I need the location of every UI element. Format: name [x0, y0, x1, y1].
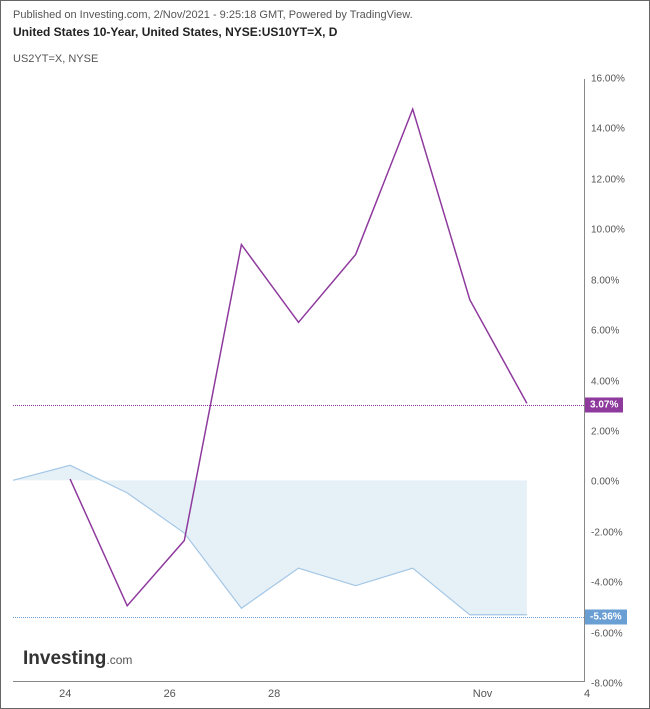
y-tick-label: 4.00%: [591, 376, 619, 387]
y-tick-label: 12.00%: [591, 174, 625, 185]
price-badge-US2YT: 3.07%: [585, 397, 623, 412]
y-tick-label: -2.00%: [591, 527, 623, 538]
y-tick-label: 16.00%: [591, 74, 625, 85]
investing-logo: Investing.com: [23, 648, 132, 670]
y-tick-label: 14.00%: [591, 124, 625, 135]
y-axis: -8.00%-6.00%-4.00%-2.00%0.00%2.00%4.00%6…: [585, 79, 649, 682]
chart-svg: [13, 79, 584, 681]
price-badge-US10YT: -5.36%: [585, 610, 627, 625]
price-line-US2YT: [13, 405, 584, 406]
x-tick-label: 28: [268, 688, 280, 700]
y-tick-label: -6.00%: [591, 628, 623, 639]
area-fill-US10YT: [13, 465, 527, 614]
y-tick-label: 0.00%: [591, 477, 619, 488]
plot-area: [13, 79, 585, 682]
y-tick-label: 8.00%: [591, 275, 619, 286]
y-tick-label: -8.00%: [591, 679, 623, 690]
x-tick-label: 24: [59, 688, 71, 700]
published-line: Published on Investing.com, 2/Nov/2021 -…: [13, 9, 637, 21]
x-tick-label: 26: [164, 688, 176, 700]
y-tick-label: 6.00%: [591, 326, 619, 337]
chart-container: Published on Investing.com, 2/Nov/2021 -…: [0, 0, 650, 709]
chart-title: United States 10-Year, United States, NY…: [13, 25, 637, 39]
y-tick-label: 2.00%: [591, 426, 619, 437]
y-tick-label: -4.00%: [591, 578, 623, 589]
x-tick-label: Nov: [473, 688, 493, 700]
x-axis: 242628Nov4: [13, 682, 585, 708]
price-line-US10YT: [13, 617, 584, 618]
chart-header: Published on Investing.com, 2/Nov/2021 -…: [1, 1, 649, 69]
x-tick-label: 4: [584, 688, 590, 700]
logo-suffix: .com: [106, 653, 132, 667]
y-tick-label: 10.00%: [591, 225, 625, 236]
logo-text: Investing: [23, 648, 106, 669]
chart-subtitle: US2YT=X, NYSE: [13, 53, 637, 65]
